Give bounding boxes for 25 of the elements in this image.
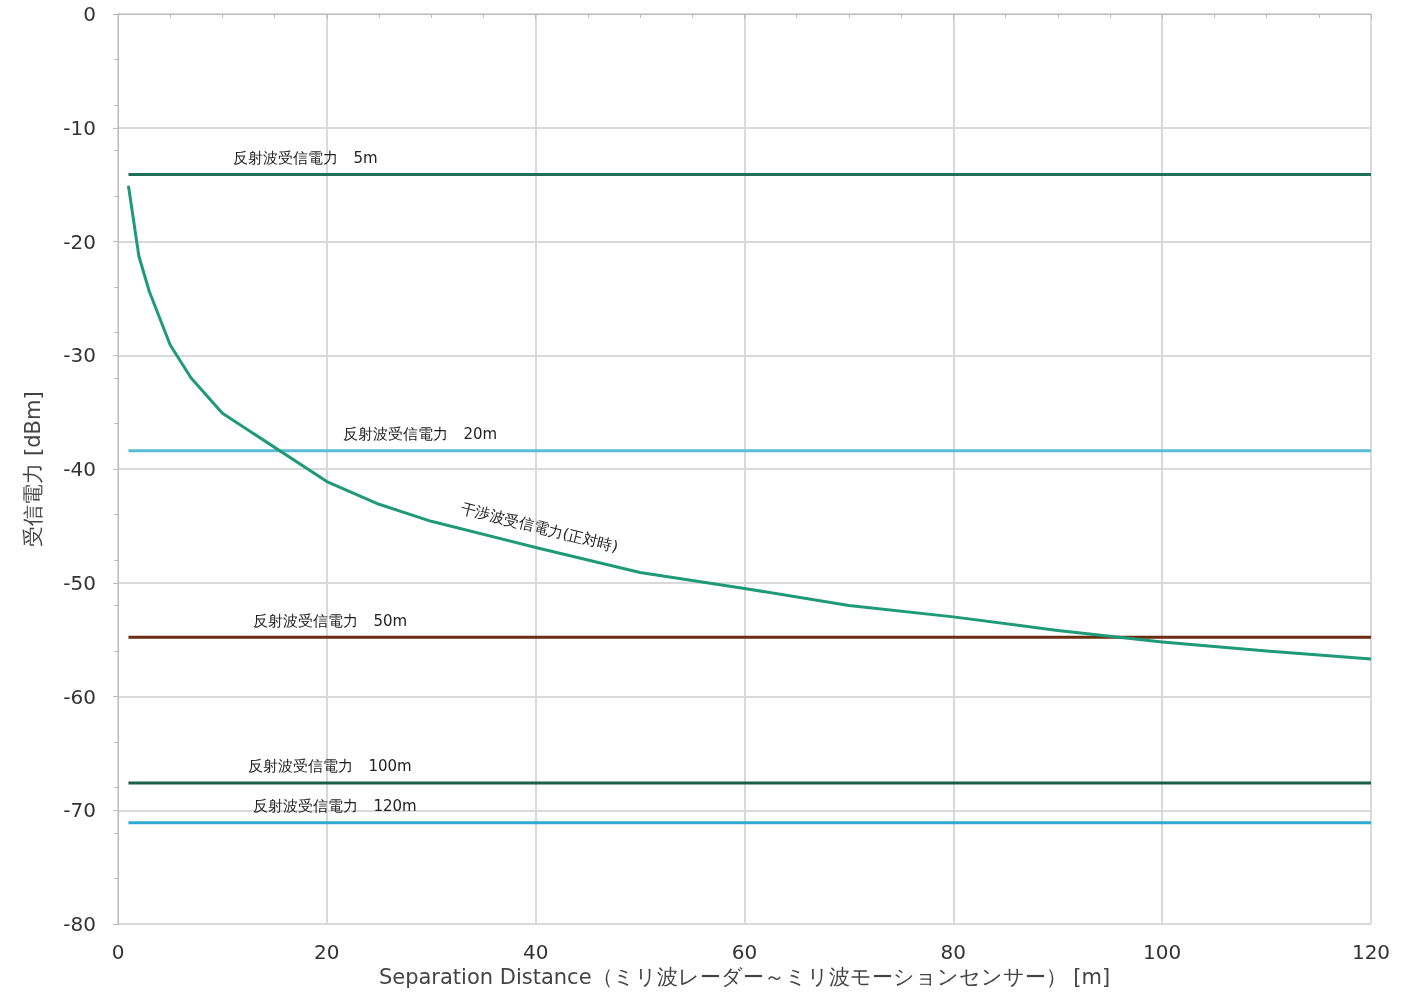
x-tick-label: 0	[111, 940, 125, 964]
series-label: 反射波受信電力 20m	[343, 425, 498, 444]
y-tick-label: -60	[63, 684, 96, 709]
y-tick-label: -70	[63, 798, 96, 823]
y-tick-label: -50	[63, 570, 96, 595]
line-series	[126, 184, 1373, 661]
series-label: 反射波受信電力 120m	[253, 797, 417, 816]
y-tick-label: -80	[63, 912, 96, 936]
y-tick-label: -40	[63, 457, 96, 481]
x-tick-label: 80	[940, 940, 967, 964]
series-label: 反射波受信電力 5m	[233, 148, 378, 167]
series-label: 反射波受信電力 50m	[253, 611, 408, 630]
y-tick-label: -30	[63, 343, 96, 368]
x-tick-label: 60	[731, 940, 758, 964]
x-tick-label: 40	[522, 940, 549, 964]
x-tick-label: 20	[314, 940, 340, 964]
x-tick-label: 100	[1143, 940, 1182, 964]
y-tick-label: -10	[63, 115, 96, 140]
text: 干渉波受信電力(正対時)	[458, 499, 621, 556]
y-tick-label: -20	[63, 229, 96, 254]
x-axis-title: Separation Distance（ミリ波レーダー～ミリ波モーションセンサー） [m]	[378, 965, 1111, 990]
x-tick-label: 120	[1351, 940, 1391, 964]
series-label: 反射波受信電力 100m	[248, 757, 412, 776]
y-tick-label: 0	[83, 2, 96, 26]
y-axis-title: 受信電力 [dBm]	[20, 391, 45, 547]
